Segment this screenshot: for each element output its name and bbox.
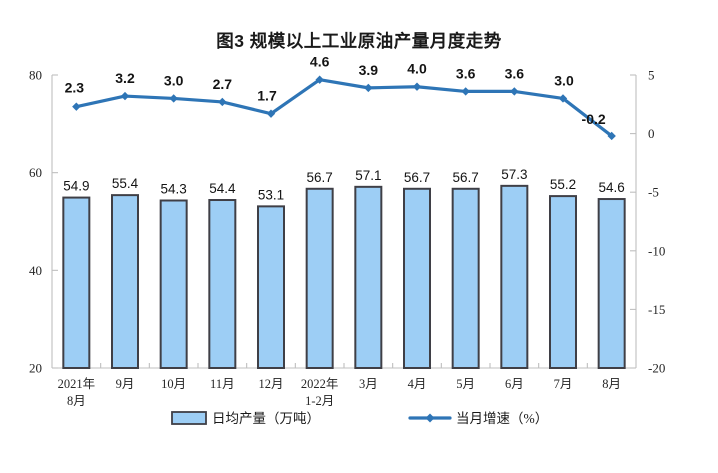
category-label: 5月 xyxy=(456,377,475,391)
line-marker xyxy=(412,82,422,91)
line-value-label: 1.7 xyxy=(257,88,277,104)
bar xyxy=(403,187,431,369)
category-label: 12月 xyxy=(258,377,283,391)
line-value-label: 3.0 xyxy=(164,72,184,88)
category-label: 7月 xyxy=(554,377,573,391)
line-marker xyxy=(120,91,130,101)
y-axis-right-tick-label: 0 xyxy=(648,126,655,141)
bar-value-label: 57.3 xyxy=(501,167,527,182)
legend-line-marker xyxy=(425,413,435,423)
bar-value-label: 56.7 xyxy=(404,170,430,185)
line-value-label: 3.6 xyxy=(505,65,525,81)
y-axis-right-tick-label: -10 xyxy=(648,243,665,258)
line-marker xyxy=(218,97,227,107)
axes-group: 80 60 40 20 5 0 -5 -10 -15 -20 xyxy=(29,68,665,376)
line-marker xyxy=(558,94,568,103)
bar xyxy=(549,195,577,369)
category-label: 1-2月 xyxy=(305,394,334,408)
bar xyxy=(354,185,383,369)
category-label: 6月 xyxy=(505,377,524,391)
category-label: 10月 xyxy=(161,377,186,391)
line-value-label: 2.7 xyxy=(213,76,233,92)
bar-value-label: 56.7 xyxy=(307,170,333,185)
bar xyxy=(208,199,237,369)
line-path xyxy=(74,78,614,138)
bar-value-labels-group: 54.9 55.4 54.3 54.4 53.1 56.7 57.1 56.7 56.7 57.3… xyxy=(63,167,625,203)
line-marker xyxy=(315,75,324,84)
y-axis-left-tick-label: 20 xyxy=(29,361,42,376)
bar-value-label: 54.6 xyxy=(599,180,625,195)
chart-title: 图3 规模以上工业原油产量月度走势 xyxy=(216,31,502,51)
legend-label-line: 当月增速（%） xyxy=(456,411,548,426)
line-series-group xyxy=(72,75,616,141)
bar-value-label: 55.2 xyxy=(550,177,576,192)
legend-bar-swatch xyxy=(171,411,207,425)
line-marker xyxy=(461,87,470,96)
y-axis-right-tick-label: -20 xyxy=(648,361,665,376)
bar xyxy=(500,184,529,369)
line-marker xyxy=(510,87,519,96)
legend-label-bar: 日均产量（万吨） xyxy=(212,411,320,426)
line-marker xyxy=(364,83,373,93)
bar-value-label: 54.4 xyxy=(209,181,236,196)
bar xyxy=(62,196,91,369)
y-axis-left-tick-label: 40 xyxy=(29,263,42,278)
category-label: 2022年 xyxy=(301,377,339,391)
line-value-label: 4.6 xyxy=(310,54,330,70)
category-label: 9月 xyxy=(116,377,135,391)
category-label: 8月 xyxy=(602,377,621,391)
y-axis-right-tick-label: -15 xyxy=(648,302,665,317)
bar xyxy=(597,198,626,369)
bar-value-label: 54.9 xyxy=(63,179,89,194)
bar-value-label: 54.3 xyxy=(161,182,187,197)
line-value-label: 3.2 xyxy=(115,70,135,86)
bar-value-label: 57.1 xyxy=(355,168,381,183)
category-label: 3月 xyxy=(359,377,378,391)
line-marker xyxy=(169,94,178,103)
line-value-label: 4.0 xyxy=(407,61,427,77)
line-value-label: 3.0 xyxy=(554,72,574,88)
y-axis-left-tick-label: 80 xyxy=(29,68,42,83)
line-marker xyxy=(266,109,276,118)
bars-group xyxy=(62,184,626,369)
y-axis-left-tick-label: 60 xyxy=(29,165,42,180)
category-label: 4月 xyxy=(408,377,427,391)
y-axis-right-tick-label: -5 xyxy=(648,185,659,200)
y-axis-right-tick-label: 5 xyxy=(648,68,655,83)
category-label: 8月 xyxy=(67,394,86,408)
line-marker xyxy=(72,102,81,111)
chart-legend: 日均产量（万吨） 当月增速（%） xyxy=(171,411,548,426)
line-value-label: 3.9 xyxy=(359,62,379,78)
bar-value-label: 56.7 xyxy=(453,170,479,185)
bar xyxy=(257,205,285,369)
bar-value-label: 55.4 xyxy=(112,176,139,191)
bar xyxy=(111,194,139,369)
line-value-label: 3.6 xyxy=(456,65,476,81)
bar xyxy=(451,187,480,369)
category-labels-group: 2021年 8月 9月 10月 11月 12月 2022年 1-2月 3月 4月 5月 6月 7月 8月 xyxy=(58,377,621,408)
line-marker xyxy=(607,131,616,141)
category-label: 2021年 xyxy=(58,377,96,391)
bar-value-label: 53.1 xyxy=(258,187,284,202)
line-value-label: -0.2 xyxy=(582,111,606,127)
line-value-labels-group: 2.3 3.2 3.0 2.7 1.7 4.6 3.9 4.0 3.6 3.6 3.0 -0.2 xyxy=(65,54,606,127)
bar xyxy=(305,187,334,369)
category-label: 11月 xyxy=(210,377,235,391)
bar xyxy=(159,199,188,369)
line-value-label: 2.3 xyxy=(65,80,85,96)
